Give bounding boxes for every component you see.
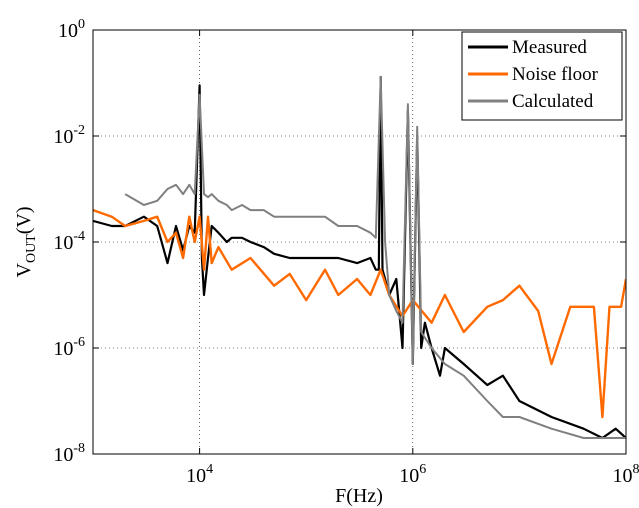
x-tick-label: 104 xyxy=(186,462,213,487)
x-axis-label: F(Hz) xyxy=(335,485,383,507)
x-tick-label: 108 xyxy=(613,462,639,487)
x-tick-label: 106 xyxy=(399,462,426,487)
legend-label: Calculated xyxy=(512,91,594,112)
y-tick-label: 10-8 xyxy=(53,441,85,466)
series-line-noise-floor xyxy=(93,208,626,419)
legend-label: Noise floor xyxy=(512,64,599,85)
y-axis-label-main: V xyxy=(13,263,35,278)
y-tick-label: 100 xyxy=(58,17,85,42)
series-line-calculated xyxy=(124,76,626,439)
y-tick-label: 10-2 xyxy=(53,123,85,148)
y-tick-label: 10-6 xyxy=(53,335,85,360)
legend-label: Measured xyxy=(512,37,587,58)
series-layer xyxy=(93,75,626,440)
y-axis-label: VOUT(V) xyxy=(13,207,39,278)
y-tick-label: 10-4 xyxy=(53,229,85,254)
tick-labels: 104 106 108 100 10-2 10-4 10-6 10-8 xyxy=(53,17,639,487)
y-axis-label-sub: OUT xyxy=(24,234,39,263)
legend: Measured Noise floor Calculated xyxy=(461,31,623,121)
ticks xyxy=(93,29,627,455)
y-axis-label-rest: (V) xyxy=(13,207,35,235)
